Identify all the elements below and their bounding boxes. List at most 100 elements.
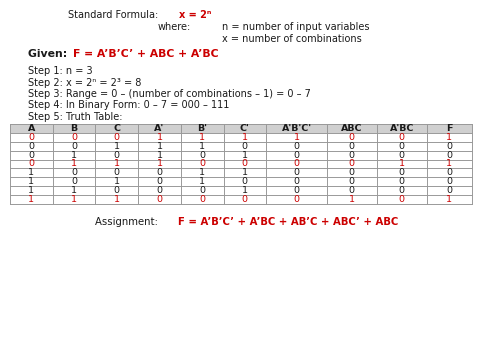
Text: 0: 0 — [114, 186, 120, 195]
Text: 0: 0 — [199, 151, 205, 160]
Text: A'BC: A'BC — [389, 124, 414, 133]
Text: 0: 0 — [71, 142, 77, 151]
Text: Standard Formula:: Standard Formula: — [68, 10, 161, 20]
Text: 1: 1 — [157, 160, 162, 169]
Text: 0: 0 — [349, 177, 355, 186]
Text: n = number of input variables: n = number of input variables — [222, 22, 370, 32]
Text: 0: 0 — [399, 142, 405, 151]
Text: 1: 1 — [71, 186, 77, 195]
Text: 0: 0 — [399, 177, 405, 186]
Text: A': A' — [154, 124, 164, 133]
Text: 1: 1 — [28, 195, 34, 204]
Text: 1: 1 — [28, 169, 34, 177]
Text: 0: 0 — [294, 151, 300, 160]
Text: 0: 0 — [114, 169, 120, 177]
Text: 0: 0 — [399, 151, 405, 160]
Text: 0: 0 — [199, 186, 205, 195]
Text: 0: 0 — [28, 142, 34, 151]
Text: 0: 0 — [114, 133, 120, 142]
Text: 1: 1 — [294, 133, 300, 142]
Text: 1: 1 — [446, 160, 453, 169]
Text: A'B'C': A'B'C' — [281, 124, 312, 133]
Text: 0: 0 — [294, 160, 300, 169]
Text: F = A’B’C’ + ABC + A’BC: F = A’B’C’ + ABC + A’BC — [73, 49, 219, 59]
Text: 0: 0 — [349, 151, 355, 160]
Text: 0: 0 — [349, 142, 355, 151]
Text: 0: 0 — [28, 133, 34, 142]
Text: 1: 1 — [28, 177, 34, 186]
Text: 1: 1 — [71, 160, 77, 169]
Text: where:: where: — [158, 22, 191, 32]
Text: 0: 0 — [294, 169, 300, 177]
Text: 0: 0 — [242, 177, 248, 186]
Text: 0: 0 — [349, 169, 355, 177]
Text: 0: 0 — [157, 186, 162, 195]
Text: 0: 0 — [446, 142, 453, 151]
Text: 0: 0 — [157, 177, 162, 186]
Text: 0: 0 — [71, 169, 77, 177]
Text: 1: 1 — [349, 195, 355, 204]
Text: Step 4: In Binary Form: 0 – 7 = 000 – 111: Step 4: In Binary Form: 0 – 7 = 000 – 11… — [28, 101, 229, 111]
Text: x = number of combinations: x = number of combinations — [222, 34, 362, 44]
Text: 0: 0 — [242, 142, 248, 151]
Text: 1: 1 — [199, 142, 205, 151]
Text: 0: 0 — [28, 151, 34, 160]
Text: 1: 1 — [157, 151, 162, 160]
Text: 1: 1 — [242, 151, 248, 160]
Text: 0: 0 — [399, 169, 405, 177]
Text: 0: 0 — [294, 142, 300, 151]
Bar — [10, 124, 472, 133]
Text: B': B' — [197, 124, 207, 133]
Text: 1: 1 — [71, 151, 77, 160]
Text: 1: 1 — [157, 133, 162, 142]
Text: 0: 0 — [114, 151, 120, 160]
Text: 0: 0 — [294, 186, 300, 195]
Text: 0: 0 — [399, 186, 405, 195]
Text: 0: 0 — [349, 186, 355, 195]
Text: 1: 1 — [446, 195, 453, 204]
Text: 0: 0 — [71, 133, 77, 142]
Text: 0: 0 — [157, 195, 162, 204]
Text: 1: 1 — [114, 195, 120, 204]
Text: Step 2: x = 2ⁿ = 2³ = 8: Step 2: x = 2ⁿ = 2³ = 8 — [28, 77, 141, 87]
Text: Assignment:: Assignment: — [95, 217, 164, 227]
Text: 0: 0 — [446, 169, 453, 177]
Text: Given:: Given: — [28, 49, 71, 59]
Text: F = A’B’C’ + A’BC + AB’C + ABC’ + ABC: F = A’B’C’ + A’BC + AB’C + ABC’ + ABC — [178, 217, 398, 227]
Text: A: A — [27, 124, 35, 133]
Text: 1: 1 — [399, 160, 405, 169]
Text: ABC: ABC — [341, 124, 362, 133]
Text: 1: 1 — [114, 177, 120, 186]
Text: x = 2ⁿ: x = 2ⁿ — [179, 10, 212, 20]
Text: F: F — [446, 124, 453, 133]
Text: Step 3: Range = 0 – (number of combinations – 1) = 0 – 7: Step 3: Range = 0 – (number of combinati… — [28, 89, 311, 99]
Text: Step 5: Truth Table:: Step 5: Truth Table: — [28, 112, 122, 122]
Text: 0: 0 — [242, 195, 248, 204]
Text: 1: 1 — [114, 142, 120, 151]
Text: 0: 0 — [242, 160, 248, 169]
Text: 0: 0 — [199, 195, 205, 204]
Text: 0: 0 — [446, 151, 453, 160]
Text: 1: 1 — [199, 169, 205, 177]
Text: 1: 1 — [71, 195, 77, 204]
Text: C': C' — [240, 124, 250, 133]
Text: 1: 1 — [157, 142, 162, 151]
Text: 1: 1 — [28, 186, 34, 195]
Text: 0: 0 — [446, 177, 453, 186]
Text: 1: 1 — [242, 169, 248, 177]
Text: 1: 1 — [199, 133, 205, 142]
Text: B: B — [70, 124, 78, 133]
Text: 0: 0 — [349, 160, 355, 169]
Text: 0: 0 — [294, 177, 300, 186]
Text: 0: 0 — [199, 160, 205, 169]
Text: 0: 0 — [71, 177, 77, 186]
Text: 1: 1 — [114, 160, 120, 169]
Text: 0: 0 — [446, 186, 453, 195]
Text: 0: 0 — [399, 195, 405, 204]
Text: 0: 0 — [399, 133, 405, 142]
Text: C: C — [113, 124, 120, 133]
Text: 0: 0 — [157, 169, 162, 177]
Text: 1: 1 — [199, 177, 205, 186]
Text: 1: 1 — [242, 186, 248, 195]
Text: 1: 1 — [242, 133, 248, 142]
